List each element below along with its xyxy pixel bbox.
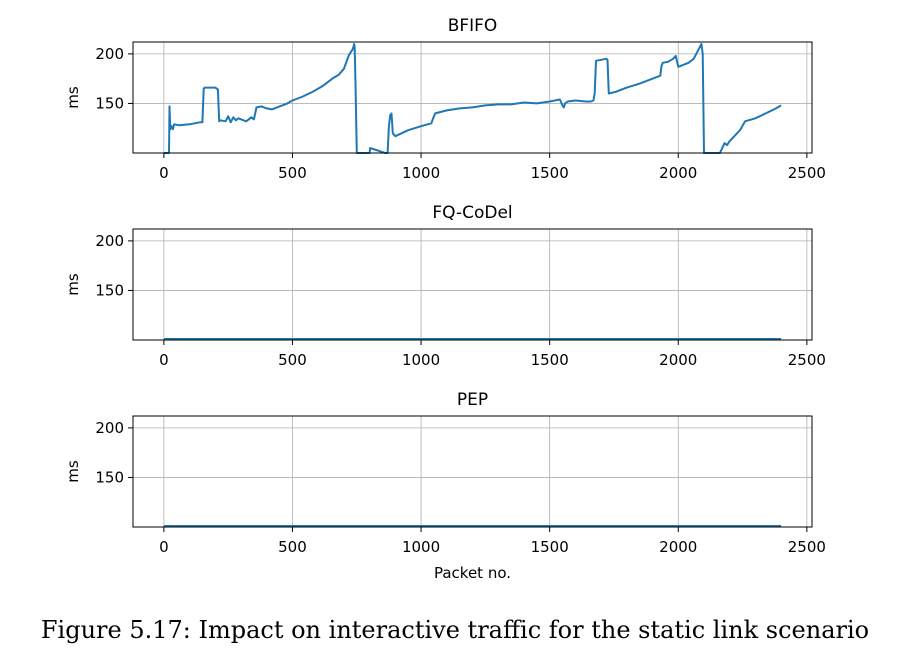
panel-1-x-tick-label: 1500 — [531, 164, 569, 182]
panel-3-title: PEP — [457, 390, 488, 410]
panel-2-y-tick-label: 150 — [95, 281, 124, 299]
panel-3-x-axis-label: Packet no. — [434, 564, 511, 582]
figure-caption: Figure 5.17: Impact on interactive traff… — [40, 616, 870, 644]
panel-3-axes-frame — [132, 415, 813, 528]
panel-1-x-tick-label: 2500 — [788, 164, 826, 182]
panel-1-axes-frame — [132, 41, 813, 154]
panel-2-y-tick-label: 200 — [95, 232, 124, 250]
panel-1-y-axis-label: ms — [64, 86, 82, 109]
panel-3-y-tick-label: 200 — [95, 419, 124, 437]
panel-3-x-tick-label: 2000 — [659, 538, 697, 556]
panel-1-x-tick-label: 1000 — [402, 164, 440, 182]
panel-3-x-tick-label: 1500 — [531, 538, 569, 556]
panel-1-y-tick-label: 200 — [95, 45, 124, 63]
panel-2-x-tick-label: 2000 — [659, 351, 697, 369]
panel-3-x-tick-label: 0 — [159, 538, 169, 556]
panel-1-x-tick-label: 0 — [159, 164, 169, 182]
panel-2-x-tick-label: 2500 — [788, 351, 826, 369]
panel-3-y-tick-label: 150 — [95, 468, 124, 486]
panel-2-x-tick-label: 1500 — [531, 351, 569, 369]
panel-1-series-line — [163, 43, 782, 154]
panel-2-title: FQ-CoDel — [432, 203, 512, 223]
panel-1-x-tick-label: 500 — [278, 164, 307, 182]
panel-1-x-tick-label: 2000 — [659, 164, 697, 182]
panel-1-y-tick-label: 150 — [95, 94, 124, 112]
panel-3-x-tick-label: 500 — [278, 538, 307, 556]
panel-2-y-axis-label: ms — [64, 273, 82, 296]
panel-3-x-tick-label: 1000 — [402, 538, 440, 556]
panel-1-title: BFIFO — [448, 16, 498, 36]
panel-3-x-tick-label: 2500 — [788, 538, 826, 556]
panel-2-axes-frame — [132, 228, 813, 341]
panel-2-x-tick-label: 500 — [278, 351, 307, 369]
panel-2-x-tick-label: 1000 — [402, 351, 440, 369]
panel-2-x-tick-label: 0 — [159, 351, 169, 369]
panel-3-y-axis-label: ms — [64, 460, 82, 483]
